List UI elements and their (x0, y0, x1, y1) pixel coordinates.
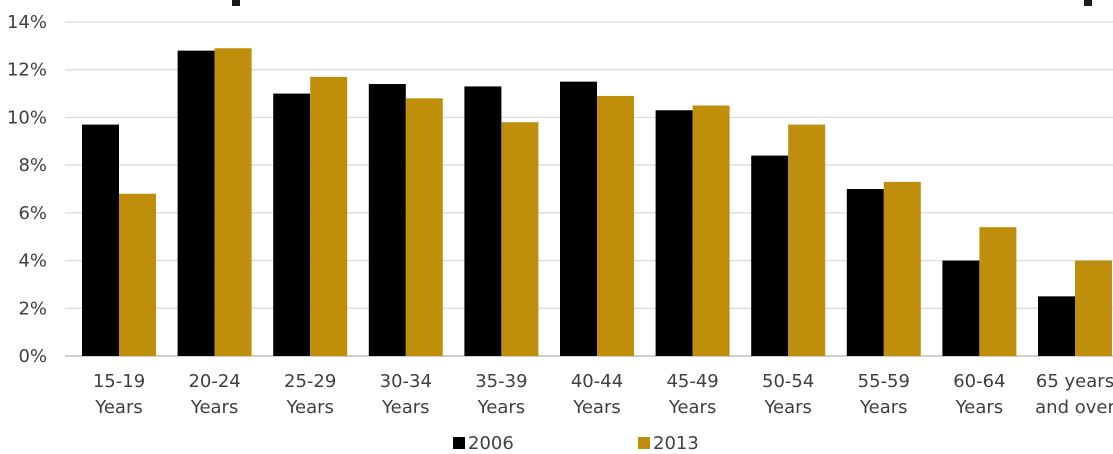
bar-2006-9 (942, 260, 980, 356)
legend-label-2006: 2006 (468, 433, 514, 454)
y-axis: 0% 2% 4% 6% 8% 10% 12% 14% (7, 12, 47, 367)
bar-2013-2 (310, 76, 348, 356)
x-tick-label: Years (285, 397, 334, 418)
x-tick-label: 50-54 (762, 371, 814, 392)
bar-2006-6 (655, 110, 693, 357)
x-tick-label: Years (381, 397, 430, 418)
title-fragment-mark (1084, 0, 1092, 6)
x-tick-label: 60-64 (953, 371, 1005, 392)
y-tick-label: 10% (7, 107, 47, 128)
x-tick-label: Years (859, 397, 908, 418)
x-tick-label: 45-49 (666, 371, 718, 392)
legend: 2006 2013 (453, 433, 699, 454)
x-tick-label: Years (190, 397, 239, 418)
y-tick-label: 0% (18, 346, 47, 367)
title-fragments (232, 0, 1092, 6)
x-tick-label: Years (955, 397, 1004, 418)
y-tick-label: 14% (7, 12, 47, 33)
x-tick-label: 55-59 (858, 371, 910, 392)
bars (82, 48, 1112, 357)
y-tick-label: 4% (18, 251, 47, 272)
bar-2013-5 (597, 95, 634, 356)
legend-label-2013: 2013 (653, 433, 699, 454)
bar-2006-7 (751, 155, 789, 356)
bar-2006-3 (368, 84, 406, 357)
x-tick-label: 65 years (1036, 371, 1113, 392)
x-tick-label: Years (94, 397, 143, 418)
y-tick-label: 6% (18, 203, 47, 224)
legend-swatch-2013 (638, 437, 650, 449)
x-tick-label: 35-39 (475, 371, 527, 392)
bar-2006-2 (273, 93, 311, 357)
bar-2006-5 (560, 81, 597, 357)
x-tick-label: Years (763, 397, 812, 418)
bar-2013-4 (501, 122, 539, 356)
y-tick-label: 2% (18, 298, 47, 319)
bar-2013-7 (788, 124, 826, 356)
x-tick-label: 25-29 (284, 371, 336, 392)
bar-2013-10 (1075, 260, 1112, 356)
bar-2013-9 (979, 227, 1017, 356)
x-tick-label: 30-34 (380, 371, 432, 392)
x-tick-label: and over (1035, 397, 1113, 418)
bar-2013-0 (119, 193, 156, 356)
bar-2013-1 (214, 48, 252, 356)
bar-2006-4 (464, 86, 502, 357)
x-tick-label: 15-19 (93, 371, 145, 392)
bar-2006-1 (177, 50, 215, 356)
x-tick-label: Years (668, 397, 717, 418)
bar-2006-8 (846, 189, 884, 356)
bar-2013-6 (692, 105, 730, 356)
x-tick-label: Years (572, 397, 621, 418)
bar-2013-8 (883, 181, 921, 356)
bar-2006-10 (1038, 296, 1075, 356)
y-tick-label: 12% (7, 60, 47, 81)
x-tick-label: 40-44 (571, 371, 623, 392)
legend-swatch-2006 (453, 437, 465, 449)
x-tick-label: 20-24 (188, 371, 240, 392)
x-tick-label: Years (477, 397, 526, 418)
y-tick-label: 8% (18, 155, 47, 176)
bar-2006-0 (82, 124, 119, 356)
x-axis: 15-19 Years 20-24 Years 25-29 Years 30-34 Years… (93, 371, 1113, 418)
bar-2013-3 (405, 98, 443, 356)
title-fragment-mark (232, 0, 240, 6)
